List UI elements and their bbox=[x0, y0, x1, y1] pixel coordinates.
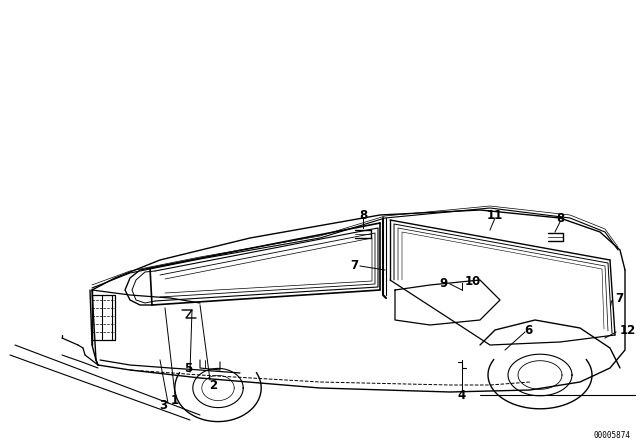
Text: 8: 8 bbox=[556, 211, 564, 224]
Text: 11: 11 bbox=[487, 208, 503, 221]
Text: 6: 6 bbox=[524, 323, 532, 336]
Text: 4: 4 bbox=[458, 388, 466, 401]
Text: 5: 5 bbox=[184, 362, 192, 375]
Text: 8: 8 bbox=[359, 208, 367, 221]
Text: 7: 7 bbox=[615, 292, 623, 305]
Text: 12: 12 bbox=[620, 323, 636, 336]
Text: 3: 3 bbox=[159, 399, 167, 412]
Text: 7: 7 bbox=[350, 258, 358, 271]
Text: 10: 10 bbox=[465, 275, 481, 288]
Text: 1: 1 bbox=[171, 393, 179, 406]
Text: 2: 2 bbox=[209, 379, 217, 392]
Text: 9: 9 bbox=[440, 276, 448, 289]
Text: 00005874: 00005874 bbox=[593, 431, 630, 440]
